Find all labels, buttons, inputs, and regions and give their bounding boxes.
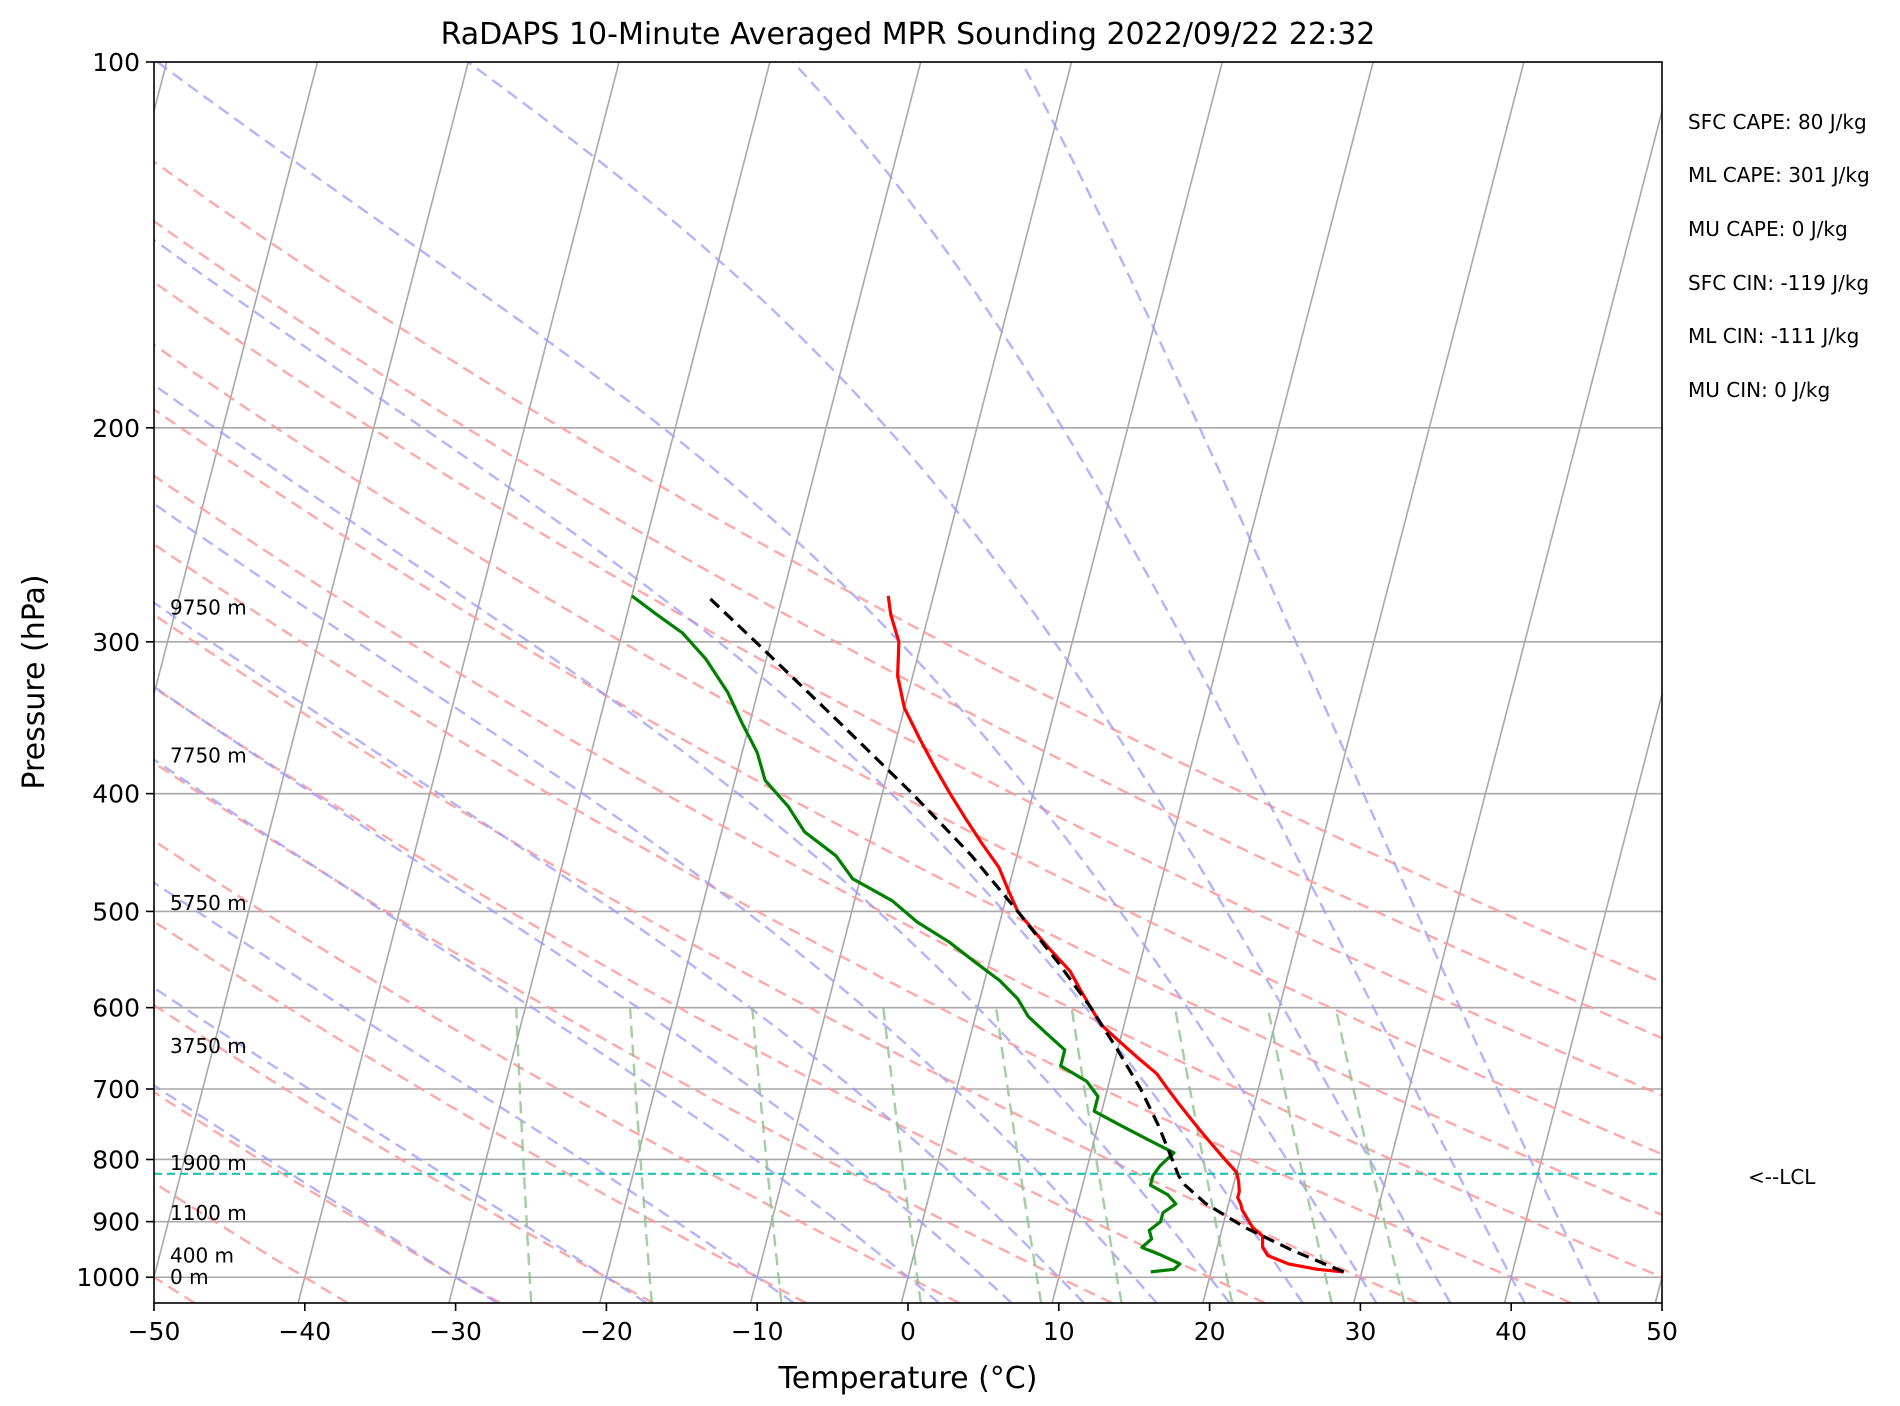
x-tick-label: 40 — [1495, 1317, 1527, 1346]
data-lines — [630, 594, 1345, 1274]
dry-adiabat — [154, 613, 1419, 1303]
mu-cin-label: MU CIN: 0 J/kg — [1688, 378, 1830, 402]
height-label: 1900 m — [170, 1151, 247, 1175]
isotherm-line — [1352, 107, 1662, 1303]
height-label: 400 m — [170, 1244, 234, 1268]
moist-adiabat — [467, 62, 1452, 1303]
isotherm-line — [0, 62, 16, 1303]
moist-adiabat — [154, 685, 1013, 1303]
x-tick-label: −20 — [580, 1317, 633, 1346]
mu-cape-label: MU CAPE: 0 J/kg — [1688, 217, 1848, 241]
sfc-cape-label: SFC CAPE: 80 J/kg — [1688, 110, 1867, 134]
x-tick-label: 50 — [1646, 1317, 1678, 1346]
y-tick-label: 1000 — [76, 1263, 140, 1292]
ml-cape-label: ML CAPE: 301 J/kg — [1688, 163, 1870, 187]
y-tick-label: 700 — [92, 1075, 140, 1104]
dry-adiabat — [154, 219, 1662, 1040]
x-tick-label: 10 — [1043, 1317, 1075, 1346]
moist-adiabat — [154, 1083, 498, 1303]
x-tick-label: −10 — [731, 1317, 784, 1346]
thermo-indices: SFC CAPE: 80 J/kg ML CAPE: 301 J/kg MU C… — [1688, 110, 1870, 402]
y-tick-label: 300 — [92, 628, 140, 657]
temperature-profile — [886, 595, 1344, 1274]
isotherm-line — [598, 62, 922, 1303]
moist-adiabat — [154, 881, 795, 1303]
moist-adiabat — [154, 238, 1304, 1303]
y-tick-label: 100 — [92, 48, 140, 77]
axis-ticks: −50 −40 −30 −20 −10 0 10 20 30 40 50 100 200 300 400 50… — [76, 48, 1678, 1346]
y-tick-label: 200 — [92, 414, 140, 443]
dry-adiabat — [154, 1090, 502, 1303]
dry-adiabat — [154, 686, 1266, 1303]
y-axis-label: Pressure (hPa) — [17, 574, 52, 789]
isotherm-line — [154, 62, 319, 698]
isotherm-line — [1051, 62, 1374, 1303]
x-tick-label: −30 — [429, 1317, 482, 1346]
isotherm-line — [448, 62, 771, 1303]
y-tick-label: 500 — [92, 897, 140, 926]
mixing-ratio-line — [1070, 1007, 1123, 1303]
dry-adiabat — [154, 160, 1662, 984]
isotherm-line — [154, 62, 470, 1281]
isotherm-line — [1806, 62, 1900, 1303]
mixing-ratio-line — [1334, 1007, 1406, 1303]
mixing-ratio-line — [628, 1007, 653, 1303]
sfc-cin-label: SFC CIN: -119 J/kg — [1688, 271, 1869, 295]
isotherm-line — [1654, 1273, 1662, 1303]
moist-adiabat — [154, 758, 940, 1303]
dry-adiabat — [154, 761, 1113, 1303]
x-tick-label: −40 — [278, 1317, 331, 1346]
dry-adiabat — [154, 407, 1662, 1217]
moist-adiabat — [1020, 62, 1601, 1303]
x-axis-label: Temperature (°C) — [778, 1361, 1038, 1396]
x-tick-label: 0 — [900, 1317, 916, 1346]
y-tick-label: 800 — [92, 1145, 140, 1174]
dry-adiabat — [154, 839, 960, 1303]
height-label: 9750 m — [170, 595, 247, 619]
height-label: 1100 m — [170, 1201, 247, 1225]
x-tick-label: 30 — [1344, 1317, 1376, 1346]
plot-area — [0, 62, 1900, 1303]
height-label: 7750 m — [170, 743, 247, 767]
mixing-ratio-line — [1173, 1007, 1234, 1303]
y-tick-label: 400 — [92, 780, 140, 809]
dry-adiabat — [154, 920, 807, 1303]
x-tick-label: 20 — [1194, 1317, 1226, 1346]
mixing-ratio-line — [882, 1007, 922, 1303]
dry-adiabat — [154, 1181, 349, 1303]
dry-adiabat — [154, 542, 1572, 1303]
moist-adiabat — [154, 383, 1231, 1303]
dry-adiabat — [154, 343, 1662, 1156]
dewpoint-profile — [630, 594, 1182, 1274]
x-tick-label: −50 — [128, 1317, 181, 1346]
dry-adiabat — [154, 474, 1662, 1279]
y-tick-label: 900 — [92, 1208, 140, 1237]
isotherm-line — [297, 62, 620, 1303]
dry-adiabat — [154, 1003, 654, 1303]
mixing-ratio-line — [751, 1007, 783, 1303]
moist-adiabat — [792, 62, 1526, 1303]
moist-adiabat — [154, 502, 1158, 1303]
lcl-label: <--LCL — [1748, 1165, 1816, 1189]
height-label: 0 m — [170, 1265, 209, 1289]
isotherm-line — [900, 62, 1224, 1303]
mixing-ratio-line — [515, 1007, 533, 1303]
parcel-profile — [706, 594, 1345, 1274]
chart-title: RaDAPS 10-Minute Averaged MPR Sounding 2… — [441, 17, 1376, 52]
isotherm-line — [749, 62, 1073, 1303]
height-label: 3750 m — [170, 1034, 247, 1058]
y-tick-label: 600 — [92, 994, 140, 1023]
moist-adiabat — [154, 601, 1085, 1303]
height-label: 5750 m — [170, 891, 247, 915]
isotherm-line — [1202, 62, 1525, 1303]
mixing-ratio-line — [995, 1007, 1043, 1303]
ml-cin-label: ML CIN: -111 J/kg — [1688, 324, 1859, 348]
isotherm-line — [1503, 690, 1662, 1303]
moist-adiabat — [156, 62, 1378, 1303]
moist-adiabat — [154, 986, 648, 1303]
dry-adiabat — [154, 280, 1662, 1097]
